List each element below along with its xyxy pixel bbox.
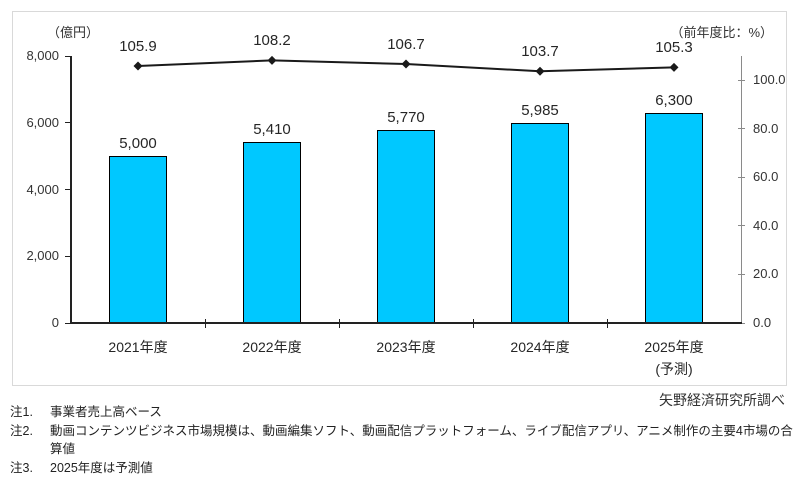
left-axis-tick <box>65 322 72 324</box>
right-axis-tick-label: 80.0 <box>753 120 779 136</box>
note-prefix: 注1. <box>10 405 33 419</box>
bar-value-label: 5,770 <box>387 109 425 127</box>
category-label-text: 2022年度 <box>242 339 302 355</box>
right-axis-tick-label: 20.0 <box>753 266 779 282</box>
right-axis-tick-label: 60.0 <box>753 169 779 185</box>
left-axis-tick-label: 0 <box>51 315 59 330</box>
line-marker-diamond <box>669 62 679 72</box>
notes: 注1. 事業者売上高ベース注2. 動画コンテンツビジネス市場規模は、動画編集ソフト、… <box>10 403 794 477</box>
note-row: 注3. 2025年度は予測値 <box>10 459 794 478</box>
left-axis-line <box>70 56 72 324</box>
source-credit: 矢野経済研究所調べ <box>659 392 785 408</box>
x-axis-line <box>70 322 742 324</box>
line-marker-diamond <box>535 66 545 76</box>
note-row: 注2. 動画コンテンツビジネス市場規模は、動画編集ソフト、動画配信プラットフォーム… <box>10 422 794 459</box>
x-axis-category-label: 2021年度 <box>71 338 205 357</box>
note-prefix: 注2. <box>10 423 33 438</box>
left-axis-tick <box>65 189 72 190</box>
bar-value-label: 5,410 <box>253 121 291 139</box>
left-axis-tick <box>65 55 72 57</box>
left-axis-tick-label: 2,000 <box>26 248 59 264</box>
chart-frame: （億円） （前年度比：%） 0 2,000 4,000 6,000 8,000 0.0 20… <box>12 11 787 386</box>
line-value-label: 105.9 <box>119 37 157 55</box>
bar <box>243 142 301 323</box>
left-axis-tick-label: 8,000 <box>26 48 59 63</box>
line-value-label: 105.3 <box>655 39 693 57</box>
line-value-label: 106.7 <box>387 36 425 53</box>
note-text: 事業者売上高ベース <box>50 405 162 419</box>
line-marker-diamond <box>401 59 411 69</box>
right-axis-tick-label: 100.0 <box>753 72 786 88</box>
x-axis-tick <box>473 319 474 328</box>
left-axis-tick-label: 4,000 <box>26 181 59 197</box>
category-label-text: 2023年度 <box>376 339 436 355</box>
x-axis-category-label: 2022年度 <box>205 338 339 357</box>
line-value-label: 108.2 <box>253 32 291 50</box>
plot-area: 0 2,000 4,000 6,000 8,000 0.0 20.0 40.0 60.0 80.0… <box>13 12 786 385</box>
x-axis-tick <box>607 319 608 328</box>
x-axis-category-label: 2024年度 <box>473 338 607 357</box>
line-marker-diamond <box>133 61 143 71</box>
bar <box>511 123 569 323</box>
left-axis-tick <box>65 255 72 257</box>
right-axis-line <box>741 56 742 324</box>
yoy-line <box>137 59 675 73</box>
right-axis-tick-label: 0.0 <box>753 315 772 330</box>
left-axis-unit-label: （億円） <box>47 25 100 40</box>
right-axis-unit-label: （前年度比：%） <box>670 25 773 40</box>
note-text: 動画コンテンツビジネス市場規模は、動画編集ソフト、動画配信プラットフォーム、ライ… <box>50 423 793 457</box>
x-axis-tick <box>339 319 340 328</box>
note-prefix: 注3. <box>10 460 33 475</box>
bar <box>377 130 435 323</box>
x-axis-category-label: 2025年度 (予測) <box>607 338 741 379</box>
category-sublabel-text: (予測) <box>655 361 693 377</box>
bar-value-label: 5,000 <box>119 135 157 153</box>
bar-value-label: 5,985 <box>521 102 559 120</box>
x-axis-category-label: 2023年度 <box>339 338 473 357</box>
x-axis-tick <box>205 319 206 328</box>
line-marker-diamond <box>267 55 277 65</box>
bar <box>109 156 167 323</box>
note-text: 2025年度は予測値 <box>50 460 153 475</box>
bar-value-label: 6,300 <box>655 91 693 109</box>
category-label-text: 2021年度 <box>108 339 168 355</box>
category-label-text: 2024年度 <box>510 339 570 355</box>
line-value-label: 103.7 <box>521 43 559 61</box>
note-row: 注1. 事業者売上高ベース <box>10 403 794 422</box>
left-axis-tick <box>65 122 72 124</box>
bar <box>645 112 703 323</box>
category-label-text: 2025年度 <box>644 339 704 355</box>
left-axis-tick-label: 6,000 <box>26 114 59 130</box>
right-axis-tick-label: 40.0 <box>753 217 779 233</box>
